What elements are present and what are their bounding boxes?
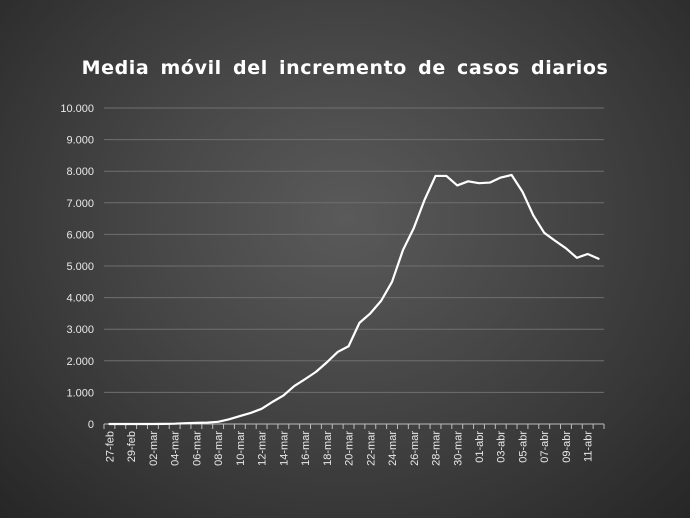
y-tick-label: 3.000: [66, 324, 94, 336]
y-tick-label: 10.000: [60, 103, 94, 115]
y-tick-label: 8.000: [66, 166, 94, 178]
x-tick-label: 02-mar: [148, 431, 160, 466]
x-tick-label: 26-mar: [409, 431, 421, 466]
x-tick-label: 09-abr: [561, 431, 573, 463]
x-tick-label: 11-abr: [583, 431, 595, 462]
y-tick-label: 2.000: [66, 356, 94, 368]
x-tick-label: 14-mar: [278, 431, 290, 466]
x-tick-label: 28-mar: [431, 431, 443, 466]
x-tick-label: 06-mar: [191, 431, 203, 466]
series-line: [108, 173, 600, 426]
y-tick-label: 1.000: [66, 387, 94, 399]
y-tick-label: 5.000: [66, 261, 94, 273]
x-tick-label: 07-abr: [539, 431, 551, 463]
x-tick-label: 08-mar: [213, 431, 225, 466]
y-axis: 0 1.000 2.000 3.000 4.000 5.000 6.000 7.000 8.00…: [60, 103, 94, 431]
x-tick-label: 18-mar: [322, 431, 334, 466]
x-tick-label: 24-mar: [387, 431, 399, 466]
x-tick-label: 29-feb: [126, 431, 138, 462]
x-tick-label: 16-mar: [300, 431, 312, 466]
chart-title: Media móvil del incremento de casos diar…: [81, 57, 609, 79]
y-tick-label: 4.000: [66, 293, 94, 305]
x-tick-label: 27-feb: [104, 431, 116, 462]
x-tick-label: 12-mar: [257, 431, 269, 466]
x-tick-label: 20-mar: [344, 431, 356, 466]
series-group: [108, 173, 600, 426]
x-tick-label: 05-abr: [517, 431, 529, 463]
x-axis: 27-feb 29-feb 02-mar 04-mar 06-mar 08-mar 10-m…: [103, 424, 605, 466]
x-tick-label: 22-mar: [365, 431, 377, 466]
y-tick-label: 6.000: [66, 229, 94, 241]
gridlines: [104, 107, 604, 425]
y-tick-label: 9.000: [66, 135, 94, 147]
x-tick-label: 30-mar: [452, 431, 464, 466]
x-tick-label: 04-mar: [170, 431, 182, 466]
x-tick-label: 03-abr: [496, 431, 508, 463]
y-tick-label: 7.000: [66, 198, 94, 210]
x-tick-label: 10-mar: [235, 431, 247, 466]
x-tick-label: 01-abr: [474, 431, 486, 463]
y-tick-label: 0: [88, 419, 94, 431]
